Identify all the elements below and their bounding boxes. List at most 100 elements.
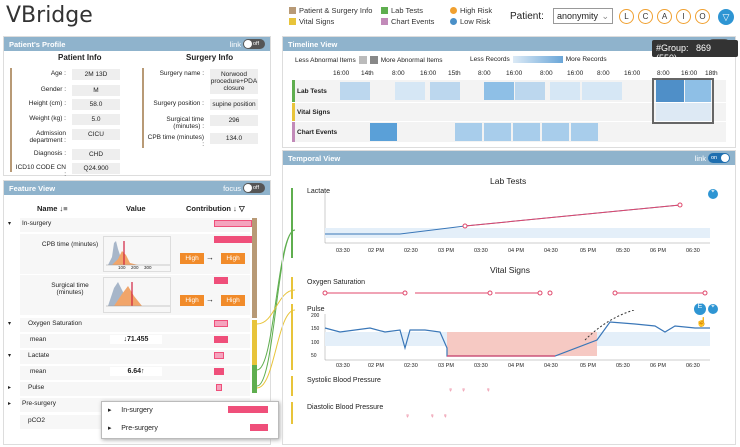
focus-toggle[interactable]: off [243,183,265,193]
feature-row[interactable] [20,350,250,364]
feature-name: pCO2 [28,417,45,424]
risk-circle-l[interactable]: L [619,9,634,24]
vital-time-tick: 02:30 [404,363,418,369]
pulse-tick: 100 [311,340,320,346]
profile-accent [10,68,12,172]
lab-tests-title: Lab Tests [490,176,527,186]
app-title: VBridge [6,3,93,28]
tick-label: 100 [118,265,126,270]
timeline-cell[interactable] [484,82,514,100]
patient-label: Patient: [510,11,544,22]
timeline-cell[interactable] [513,123,540,141]
lactate-chart [324,193,710,244]
timeline-cell[interactable] [370,123,397,141]
timeline-cell[interactable] [515,82,545,100]
legend-swatch [358,56,367,64]
risk-circle-c[interactable]: C [638,9,653,24]
contribution-bar [214,220,252,227]
feature-row[interactable] [20,318,250,332]
feature-name: Lactate [28,352,50,359]
filter-icon: ▽ [238,204,245,213]
hand-cursor-icon: ☝ [696,317,708,327]
temporal-panel: Temporal View link on [282,150,736,445]
vital-time-tick: 03:30 [474,363,488,369]
feature-row[interactable] [20,218,250,232]
timeline-cell[interactable] [395,82,425,100]
patient-info-title: Patient Info [58,53,102,62]
patient-select[interactable]: anonymity ⌄ [553,8,613,24]
vital-time-tick: 03:30 [336,363,350,369]
feature-row[interactable] [20,382,250,396]
expand-icon[interactable]: ▾ [8,353,12,359]
profile-panel: Patient's Profile link off [3,36,271,176]
feature-name: mean [30,368,47,375]
timeline-cell[interactable] [550,82,580,100]
timeline-cell[interactable] [430,82,460,100]
contribution-bar [228,406,268,413]
vital-time-tick: 04:30 [544,363,558,369]
feature-value: 6.64↑ [110,367,162,376]
lab-time-tick: 06 PM [650,248,666,254]
filter-icon[interactable]: ▽ [718,9,734,25]
vital-time-tick: 05:30 [616,363,630,369]
timeline-cell[interactable] [582,82,622,100]
pulse-tick: 150 [311,326,320,332]
vital-time-tick: 02 PM [368,363,384,369]
pulse-label: Pulse [307,306,325,313]
timeline-cell[interactable] [455,123,482,141]
pin-icon[interactable]: ⌖ [708,189,718,199]
vital-accent [291,277,293,299]
expand-icon[interactable]: ▾ [8,321,12,327]
surgery-field-label: Surgery position : [153,100,204,107]
pin-icon[interactable]: ⌖ [708,304,718,314]
popup-item-in-surgery[interactable]: ▸ In-surgery [108,407,153,414]
legend-lab: Lab Tests [381,6,423,15]
records-legend: Less Records More Records [470,56,607,63]
top-bar [0,0,740,34]
expand-icon[interactable]: ▾ [8,221,12,227]
lab-time-tick: 06:30 [686,248,700,254]
patient-field-label: ICD10 CODE CN : [15,164,66,178]
arrow-right-icon: → [206,295,214,304]
gradient-swatch [512,56,563,63]
timeline-selection[interactable] [652,78,714,124]
link-toggle[interactable]: off [243,39,265,49]
timeline-row-vital[interactable] [292,103,726,121]
expand-icon[interactable]: ▸ [8,385,12,391]
surgery-info-title: Surgery Info [186,53,234,62]
pulse-chart [324,310,710,361]
col-contribution[interactable]: Contribution ↓ ▽ [186,204,245,213]
link-toggle[interactable]: on [708,153,730,163]
legend-swatch [289,7,296,14]
timeline-cell[interactable] [340,82,370,100]
risk-circle-a[interactable]: A [657,9,672,24]
col-name[interactable]: Name ↓≡ [37,204,68,213]
timeline-cell[interactable] [542,123,569,141]
surgery-field-label: Surgery name : [159,70,204,77]
timeline-cell[interactable] [656,80,684,102]
timeline-cell[interactable] [484,123,511,141]
contribution-bar [214,320,228,327]
expand-icon[interactable]: ▸ [8,401,12,407]
patient-field-value: 5.0 [72,114,120,125]
popup-item-pre-surgery[interactable]: ▸ Pre-surgery [108,425,158,432]
timeline-cell[interactable] [656,103,711,121]
dbp-accent [291,402,293,424]
patient-field-label: Gender : [40,86,66,93]
timeline-cell[interactable] [685,80,711,102]
lactate-point [462,223,468,229]
row-label-lab: Lab Tests [297,88,327,95]
timeline-cell[interactable] [571,123,598,141]
feature-panel: Feature View focus off [3,180,271,445]
explain-icon[interactable]: E [694,303,706,315]
contribution-bar [214,352,224,359]
cpb-histogram: 100 200 300 [103,236,171,272]
lactate-label: Lactate [307,188,330,195]
link-label: link [229,39,241,49]
timeline-time: 8:00 [657,70,670,77]
lab-time-tick: 03 PM [438,248,454,254]
risk-circle-o[interactable]: O [695,9,710,24]
lab-time-tick: 02 PM [368,248,384,254]
patient-field-value: M [72,85,120,96]
risk-circle-i[interactable]: I [676,9,691,24]
